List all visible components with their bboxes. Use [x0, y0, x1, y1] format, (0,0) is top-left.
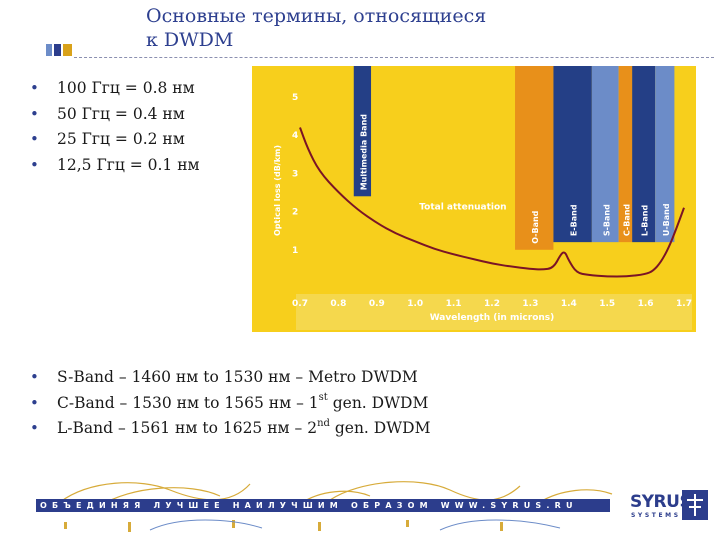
chart-annotation: Total attenuation — [419, 203, 506, 213]
band-label: O-Band — [531, 210, 540, 243]
list-item: • 12,5 Ггц = 0.1 нм — [30, 155, 200, 174]
band-label: E-Band — [570, 204, 579, 236]
attenuation-chart: Multimedia Band O-Band E-Band S-Band C-Band L… — [252, 66, 696, 332]
band-bar — [353, 66, 372, 197]
x-axis-label: Wavelength (in microns) — [430, 313, 555, 323]
x-tick-label: 1.5 — [599, 299, 615, 309]
attenuation-curve — [299, 127, 685, 278]
y-tick-label: 1 — [292, 246, 298, 256]
logo-mark-icon — [682, 490, 708, 520]
band-bar — [553, 66, 592, 243]
x-axis-band — [296, 294, 692, 330]
x-tick-label: 1.7 — [676, 299, 692, 309]
list-item: • L-Band – 1561 нм to 1625 нм – 2nd gen. … — [30, 417, 431, 437]
x-tick-label: 1.1 — [446, 299, 462, 309]
y-tick-label: 2 — [292, 208, 298, 218]
x-tick-label: 1.2 — [484, 299, 500, 309]
y-axis-label: Optical loss (dB/km) — [273, 145, 282, 236]
x-tick-label: 1.3 — [522, 299, 538, 309]
syrus-logo: SYRUS — [630, 492, 692, 512]
footer-decoration — [59, 481, 613, 532]
x-tick-label: 0.9 — [369, 299, 385, 309]
band-bar — [515, 66, 554, 250]
list-item: • C-Band – 1530 нм to 1565 нм – 1st gen. … — [30, 392, 429, 412]
list-item: • 100 Ггц = 0.8 нм — [30, 79, 195, 97]
x-tick-label: 0.8 — [330, 299, 346, 309]
footer-tagline: ОБЪЕДИНЯЯ ЛУЧШЕЕ НАИЛУЧШИМ ОБРАЗОМ WWW.S… — [40, 501, 578, 510]
list-item: • S-Band – 1460 нм to 1530 нм – Metro DWD… — [30, 368, 418, 386]
y-tick-label: 5 — [292, 93, 298, 103]
x-tick-label: 1.4 — [561, 299, 577, 309]
title-underline — [74, 57, 714, 58]
band-definition-list: • S-Band – 1460 нм to 1530 нм – Metro DWD… — [30, 365, 430, 442]
y-tick-label: 4 — [292, 131, 298, 141]
band-bar — [618, 66, 633, 243]
band-label: Multimedia Band — [359, 114, 368, 191]
band-bar — [632, 66, 656, 243]
title-line-2: к DWDM — [146, 29, 234, 51]
syrus-logo-sub: SYSTEMS — [631, 512, 681, 519]
title-decoration — [46, 42, 76, 58]
x-tick-label: 1.6 — [638, 299, 654, 309]
y-tick-label: 3 — [292, 169, 298, 179]
x-tick-label: 1.0 — [407, 299, 423, 309]
band-label: L-Band — [641, 205, 650, 237]
band-bar — [655, 66, 675, 243]
title-line-1: Основные термины, относящиеся — [146, 5, 487, 27]
band-bar — [591, 66, 619, 243]
page-title: Основные термины, относящиеся к DWDM — [146, 4, 486, 52]
band-label: C-Band — [622, 204, 631, 237]
list-item: • 50 Ггц = 0.4 нм — [30, 104, 185, 123]
list-item: • 25 Ггц = 0.2 нм — [30, 130, 185, 148]
x-tick-label: 0.7 — [292, 299, 308, 309]
frequency-spacing-list: • 100 Ггц = 0.8 нм • 50 Ггц = 0.4 нм • 25 Г… — [30, 76, 200, 178]
band-label: S-Band — [602, 204, 611, 236]
band-label: U-Band — [662, 203, 671, 236]
footer-strip — [36, 499, 610, 512]
